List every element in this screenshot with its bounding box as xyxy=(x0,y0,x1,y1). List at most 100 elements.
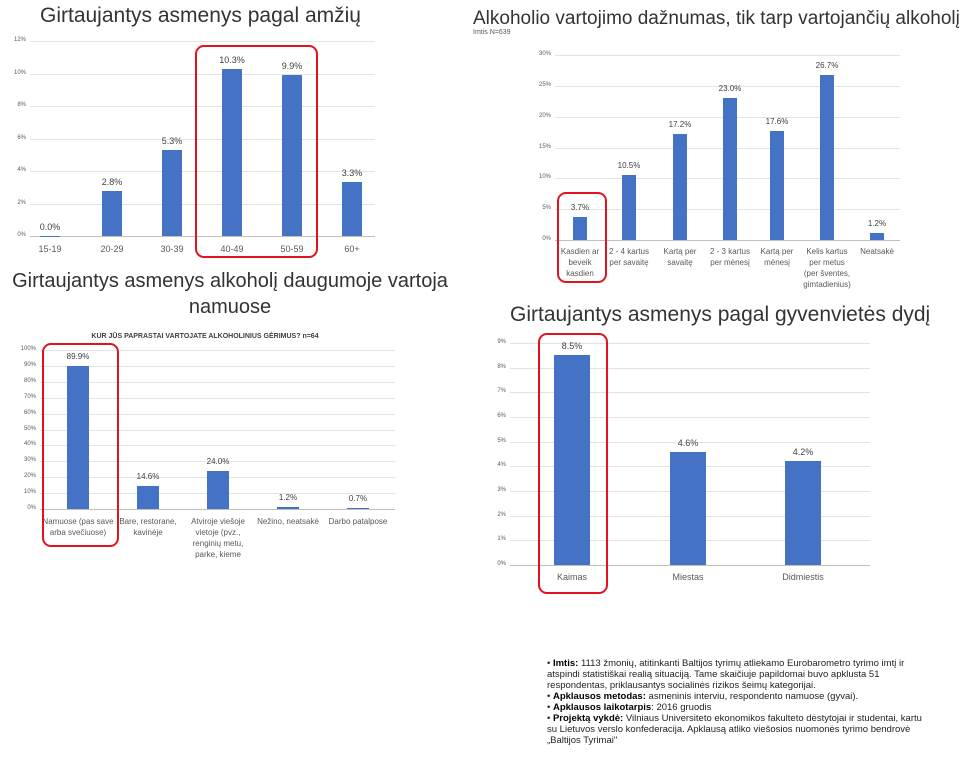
bar xyxy=(282,75,302,236)
x-tick-label: Kartą per mėnesį xyxy=(760,247,794,267)
data-label: 0.7% xyxy=(348,493,368,503)
gridline xyxy=(30,73,375,75)
y-tick-label: 7% xyxy=(497,388,506,395)
y-tick-label: 40% xyxy=(23,441,36,448)
note-project: • Projektą vykdė: Vilniaus Universiteto … xyxy=(547,713,922,746)
bar xyxy=(554,355,590,565)
bar xyxy=(770,131,784,240)
bar xyxy=(222,68,242,236)
y-tick-label: 80% xyxy=(23,377,36,384)
x-tick-label: Bare, restorane, kavinėje xyxy=(119,517,177,537)
gridline xyxy=(30,171,375,172)
chart-frequency-sample: Imtis N=639 xyxy=(473,29,511,36)
y-tick-label: 2% xyxy=(17,199,26,206)
chart-place-heading-line2: namuose xyxy=(188,296,272,318)
x-tick-label: Kelis kartus per metus (per šventes, gim… xyxy=(803,247,851,289)
x-tick-label: 20-29 xyxy=(100,244,124,254)
gridline xyxy=(510,441,870,443)
y-tick-label: 5% xyxy=(542,205,551,212)
gridline xyxy=(510,565,870,566)
note-sample: • Imtis: 1113 žmonių, atitinkanti Baltij… xyxy=(547,658,905,691)
y-tick-label: 25% xyxy=(538,81,551,88)
gridline xyxy=(40,429,395,431)
y-tick-label: 4% xyxy=(17,167,26,173)
y-tick-label: 0% xyxy=(27,505,36,511)
gridline xyxy=(555,240,900,241)
y-tick-label: 0% xyxy=(17,232,26,238)
highlight-box xyxy=(557,192,607,283)
data-label: 24.0% xyxy=(206,456,230,466)
highlight-box xyxy=(42,343,119,547)
data-label: 23.0% xyxy=(718,84,742,94)
data-label: 26.7% xyxy=(815,61,839,71)
chart-frequency-heading: Alkoholio vartojimo dažnumas, tik tarp v… xyxy=(473,8,960,29)
x-tick-label: Nežino, neatsakė xyxy=(257,517,319,526)
bar xyxy=(67,366,89,509)
bar xyxy=(785,461,821,565)
bar xyxy=(622,175,636,240)
gridline xyxy=(555,55,900,56)
bar xyxy=(162,149,182,236)
chart-settlement-heading: Girtaujantys asmenys pagal gyvenvietės d… xyxy=(510,303,931,326)
y-tick-label: 8% xyxy=(497,363,506,370)
chart-age-heading: Girtaujantys asmenys pagal amžių xyxy=(40,4,361,27)
data-label: 10.5% xyxy=(617,161,641,171)
x-tick-label: Miestas xyxy=(672,572,704,582)
y-tick-label: 0% xyxy=(542,236,551,242)
gridline xyxy=(40,365,395,367)
y-tick-label: 6% xyxy=(497,413,506,419)
highlight-box xyxy=(195,45,318,258)
bar xyxy=(102,190,122,236)
gridline xyxy=(40,461,395,463)
x-tick-label: Kartą per savaitę xyxy=(663,247,697,267)
y-tick-label: 20% xyxy=(538,112,551,119)
y-tick-label: 100% xyxy=(20,346,36,352)
y-tick-label: 5% xyxy=(497,437,506,444)
y-tick-label: 2% xyxy=(497,511,506,518)
y-tick-label: 20% xyxy=(23,473,36,480)
data-label: 1.2% xyxy=(278,493,298,503)
bar xyxy=(277,507,299,509)
y-tick-label: 0% xyxy=(497,561,506,567)
bar xyxy=(673,133,687,240)
bar xyxy=(723,98,737,240)
data-label: 2.8% xyxy=(101,176,123,187)
gridline xyxy=(30,106,375,107)
gridline xyxy=(30,203,375,205)
gridline xyxy=(40,350,395,351)
bar xyxy=(342,182,362,236)
bar xyxy=(870,232,884,240)
x-tick-label: Kasdien ar beveik kasdien xyxy=(560,247,600,278)
note-method: • Apklausos metodas: asmeninis interviu,… xyxy=(547,691,859,702)
bar xyxy=(137,485,159,509)
y-tick-label: 4% xyxy=(497,462,506,469)
gridline xyxy=(40,413,395,415)
gridline xyxy=(40,381,395,383)
gridline xyxy=(510,392,870,394)
bar xyxy=(670,451,706,565)
gridline xyxy=(510,343,870,344)
gridline xyxy=(40,445,395,447)
y-tick-label: 50% xyxy=(23,425,36,432)
y-tick-label: 6% xyxy=(17,134,26,141)
x-tick-label: 15-19 xyxy=(38,244,62,254)
data-label: 3.3% xyxy=(341,168,363,179)
y-tick-label: 30% xyxy=(23,457,36,464)
data-label: 89.9% xyxy=(66,352,90,362)
x-tick-label: 2 - 3 kartus per mėnesį xyxy=(709,247,750,267)
x-tick-label: 40-49 xyxy=(220,244,244,254)
data-label: 5.3% xyxy=(161,135,183,146)
bar xyxy=(40,236,60,237)
y-tick-label: 30% xyxy=(538,51,551,57)
data-label: 0.0% xyxy=(39,222,61,232)
bar xyxy=(820,75,834,240)
survey-notes: • Imtis: 1113 žmonių, atitinkanti Baltij… xyxy=(547,658,927,746)
gridline xyxy=(30,138,375,140)
data-label: 8.5% xyxy=(561,341,583,352)
x-tick-label: Didmiestis xyxy=(782,572,824,582)
x-tick-label: Atviroje viešoje vietoje (pvz., renginių… xyxy=(191,517,245,559)
y-tick-label: 90% xyxy=(23,361,36,368)
data-label: 4.6% xyxy=(677,437,699,448)
y-tick-label: 10% xyxy=(23,489,36,496)
note-period: • Apklausos laikotarpis: 2016 gruodis xyxy=(547,702,712,713)
